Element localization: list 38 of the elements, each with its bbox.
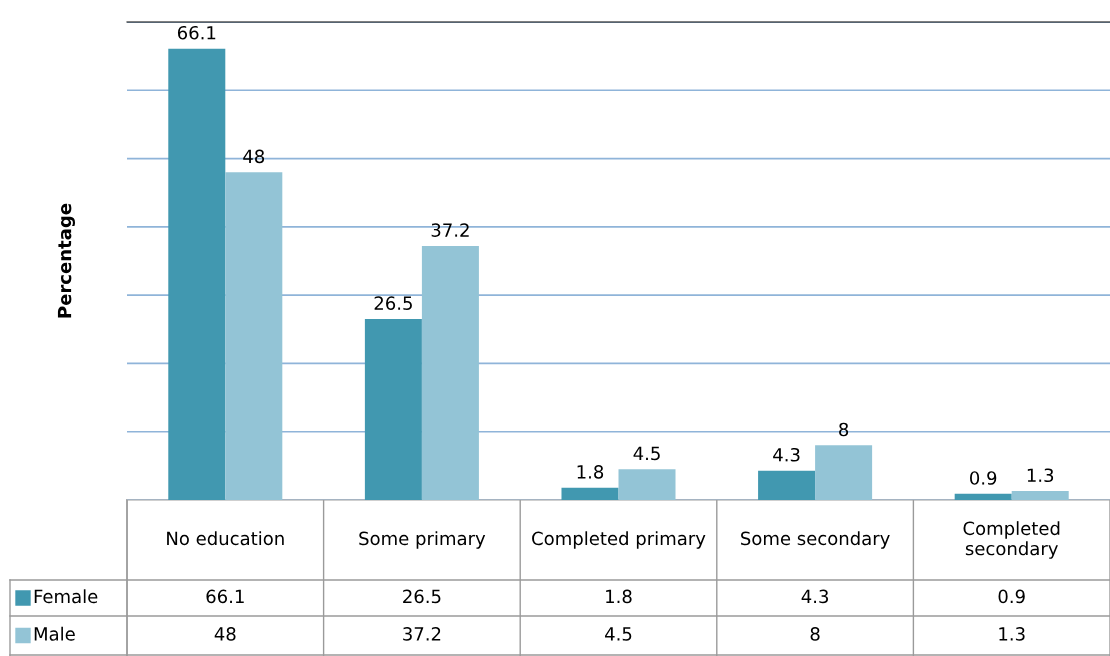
y-axis-title: Percentage <box>57 203 75 318</box>
annotation: 66.1 <box>177 25 216 40</box>
data-label: 4.5 <box>605 627 632 641</box>
bar <box>561 487 619 500</box>
legend-label: Female <box>34 589 98 604</box>
x-tick-label: Completed secondary <box>963 521 1060 559</box>
annotation: 48 <box>243 149 265 164</box>
data-label: 8 <box>810 627 820 641</box>
annotation: 1.8 <box>577 465 604 479</box>
annotation: 4.3 <box>773 447 800 462</box>
x-tick-label: Some primary <box>359 531 486 549</box>
bar <box>618 469 676 500</box>
data-label: 26.5 <box>403 589 441 604</box>
data-label: 66.1 <box>206 589 244 604</box>
data-label: 1.3 <box>999 627 1025 641</box>
data-label: 37.2 <box>403 627 441 641</box>
annotation: 8 <box>839 422 849 437</box>
annotation: 4.5 <box>633 446 660 461</box>
bar <box>225 172 283 500</box>
data-label: 1.8 <box>606 589 632 604</box>
data-label: 48 <box>214 627 236 641</box>
bar <box>758 470 816 500</box>
bar <box>168 48 226 500</box>
bar <box>954 493 1012 500</box>
bar <box>364 319 422 500</box>
x-tick-label: No education <box>167 531 284 546</box>
annotation: 37.2 <box>431 223 469 237</box>
annotation: 0.9 <box>970 471 997 485</box>
legend-label: Male <box>34 626 75 641</box>
x-tick-label: Completed primary <box>532 531 706 549</box>
data-label: 0.9 <box>998 589 1025 604</box>
bar <box>421 245 479 500</box>
bar <box>815 445 873 500</box>
bar <box>1011 491 1069 500</box>
annotation: 1.3 <box>1027 468 1054 483</box>
data-label: 4.3 <box>801 589 829 604</box>
annotation: 26.5 <box>374 296 412 310</box>
x-tick-label: Some secondary <box>741 531 890 549</box>
